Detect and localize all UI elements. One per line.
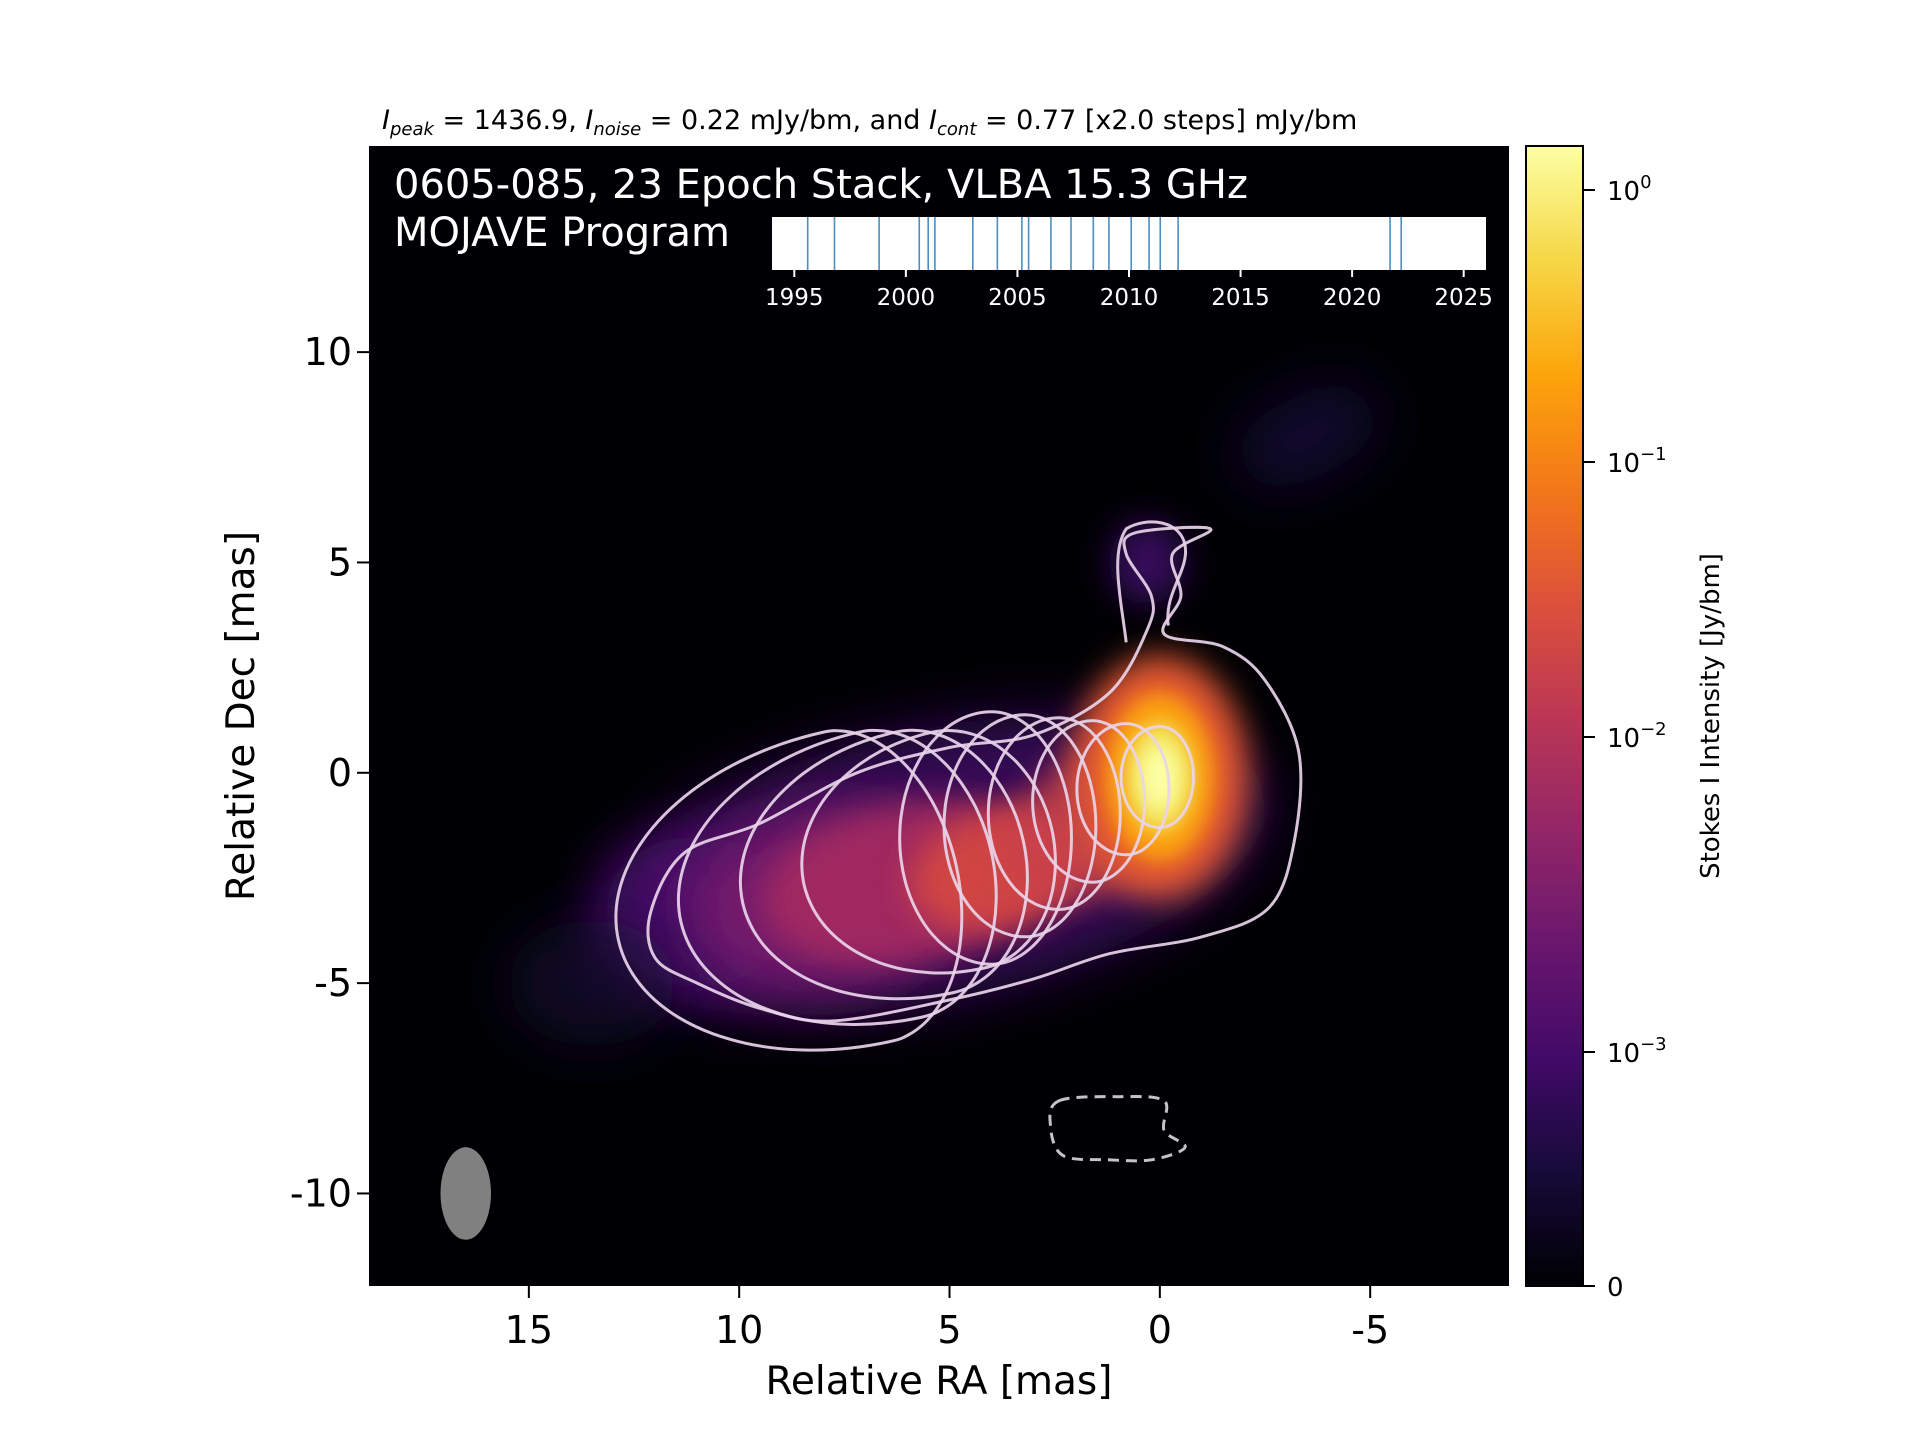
timeline-tick-label: 1995 <box>765 285 824 311</box>
emission-blob <box>1236 386 1378 487</box>
x-tick-label: 0 <box>1148 1308 1172 1352</box>
x-axis-label: Relative RA [mas] <box>766 1359 1113 1404</box>
contour-level <box>942 713 1098 939</box>
colorbar-tick-label: 10−2 <box>1607 719 1667 754</box>
contour-level <box>800 728 1057 975</box>
timeline-tick-label: 2000 <box>877 285 936 311</box>
colorbar-tick-label: 100 <box>1607 172 1652 207</box>
overlay-title-line1: 0605-085, 23 Epoch Stack, VLBA 15.3 GHz <box>394 162 1248 208</box>
colorbar-gradient <box>1525 145 1584 1287</box>
chart-title: Ipeak = 1436.9, Inoise = 0.22 mJy/bm, an… <box>382 105 1357 140</box>
y-tick-label: 10 <box>304 330 352 374</box>
contour-level <box>986 716 1122 912</box>
y-tick-label: -10 <box>290 1171 352 1215</box>
emission-blob <box>507 920 677 1047</box>
contour-layer <box>614 520 1303 1163</box>
plot-area <box>369 146 1509 1286</box>
overlay-title-line2: MOJAVE Program <box>394 210 730 256</box>
timeline-tick-label: 2015 <box>1211 285 1270 311</box>
emission-blob <box>1140 745 1179 809</box>
contour-level <box>614 729 964 1052</box>
negative-contour <box>1048 1095 1187 1163</box>
contour-level <box>1119 724 1196 830</box>
timeline-tick-label: 2010 <box>1100 285 1159 311</box>
contour-level <box>646 525 1303 1023</box>
y-tick-label: 0 <box>328 751 352 795</box>
colorbar-tick-label: 10−3 <box>1607 1034 1667 1069</box>
contour-level <box>1075 722 1171 857</box>
colorbar-label: Stokes I Intensity [Jy/bm] <box>1696 553 1726 879</box>
y-axis-ticks: 10 5 0 -5 -10 <box>290 330 369 1215</box>
y-tick-label: 5 <box>328 540 352 584</box>
y-tick-label: -5 <box>314 961 352 1005</box>
contour-level <box>1031 719 1147 884</box>
timeline-tick-label: 2025 <box>1434 285 1493 311</box>
colorbar-tick-label: 0 <box>1607 1273 1624 1303</box>
timeline-tick-label: 2005 <box>988 285 1047 311</box>
contour-level <box>898 710 1074 966</box>
x-axis-ticks: 15 10 5 0 -5 <box>505 1286 1389 1352</box>
colorbar: 100 10−1 10−2 10−3 0 Stokes I Intensity [Jy/… <box>1525 145 1726 1303</box>
epoch-timeline: 1995 2000 2005 2010 2015 2020 2025 <box>765 217 1493 311</box>
beam-ellipse <box>440 1147 491 1240</box>
timeline-tick-label: 2020 <box>1323 285 1382 311</box>
plot-background <box>369 146 1509 1286</box>
timeline-background <box>772 217 1486 270</box>
x-tick-label: 10 <box>715 1308 763 1352</box>
emission-blob <box>1109 520 1186 605</box>
y-axis-label: Relative Dec [mas] <box>219 531 264 901</box>
x-tick-label: 5 <box>937 1308 961 1352</box>
x-tick-label: -5 <box>1351 1308 1389 1352</box>
colorbar-tick-label: 10−1 <box>1607 444 1667 479</box>
x-tick-label: 15 <box>505 1308 553 1352</box>
contour-level <box>676 728 998 1026</box>
contour-level <box>738 728 1029 1001</box>
contour-northern-extension <box>1116 520 1188 643</box>
